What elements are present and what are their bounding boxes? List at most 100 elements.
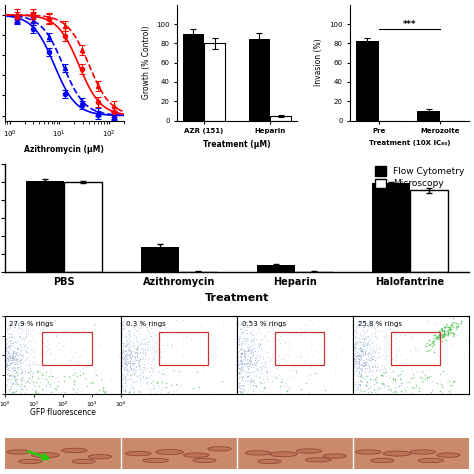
Point	[39, 365, 46, 373]
Point	[127, 375, 134, 383]
Point	[240, 337, 248, 345]
Point	[355, 369, 363, 376]
Point	[8, 383, 15, 390]
Point	[248, 335, 255, 343]
Point	[146, 346, 154, 353]
Point	[398, 359, 406, 366]
Point	[238, 337, 246, 345]
Point	[150, 385, 158, 393]
Point	[354, 352, 361, 359]
Point	[354, 352, 362, 359]
Point	[46, 373, 53, 380]
Point	[17, 370, 25, 377]
Point	[240, 387, 247, 395]
Point	[356, 380, 363, 388]
Point	[133, 377, 140, 385]
Point	[3, 377, 10, 384]
Point	[28, 374, 36, 382]
Point	[6, 386, 13, 393]
Point	[354, 364, 361, 372]
Point	[246, 346, 254, 354]
Point	[390, 388, 397, 396]
Point	[120, 356, 128, 364]
Point	[234, 359, 242, 367]
Point	[128, 383, 136, 390]
Point	[133, 349, 141, 357]
Point	[52, 385, 60, 392]
Point	[15, 349, 23, 356]
Point	[14, 366, 22, 374]
Point	[71, 370, 79, 377]
Point	[353, 319, 361, 326]
Point	[239, 374, 246, 382]
Point	[357, 347, 365, 355]
Point	[8, 349, 15, 357]
Point	[169, 365, 177, 373]
Point	[15, 383, 22, 391]
Point	[125, 347, 133, 355]
Point	[52, 332, 60, 340]
Point	[23, 327, 30, 334]
Point	[277, 327, 285, 335]
Point	[242, 319, 249, 327]
Point	[2, 338, 9, 346]
Point	[5, 347, 12, 355]
Point	[127, 354, 134, 362]
Point	[356, 377, 364, 384]
Point	[349, 334, 357, 342]
Point	[377, 372, 384, 379]
Point	[269, 320, 277, 328]
Point	[19, 385, 27, 393]
Point	[240, 335, 248, 342]
Point	[301, 357, 309, 365]
Point	[133, 352, 141, 360]
Point	[4, 335, 11, 343]
Point	[359, 346, 367, 353]
Point	[21, 341, 29, 349]
Point	[12, 350, 20, 357]
Point	[139, 340, 147, 348]
Point	[237, 367, 245, 375]
Point	[246, 355, 253, 363]
Point	[121, 360, 129, 368]
Point	[121, 352, 129, 359]
Point	[360, 340, 367, 348]
Point	[247, 363, 255, 371]
Point	[10, 372, 18, 380]
Point	[349, 356, 357, 363]
Point	[140, 357, 147, 365]
Point	[419, 366, 427, 374]
Point	[73, 385, 81, 392]
Point	[151, 331, 158, 339]
Point	[240, 352, 247, 360]
Point	[239, 328, 246, 336]
Point	[9, 365, 17, 372]
Point	[351, 353, 358, 361]
Point	[44, 337, 51, 345]
Point	[141, 345, 148, 353]
Point	[235, 379, 242, 386]
Point	[378, 372, 385, 379]
Point	[264, 353, 272, 361]
Point	[440, 327, 448, 335]
Point	[17, 369, 25, 377]
Point	[233, 351, 241, 359]
Point	[239, 383, 247, 390]
Point	[393, 323, 401, 331]
Point	[147, 357, 155, 365]
Point	[131, 360, 138, 368]
Point	[13, 363, 20, 370]
Point	[130, 388, 138, 395]
Point	[16, 359, 24, 367]
Point	[264, 375, 271, 383]
Point	[1, 349, 9, 357]
Point	[118, 371, 126, 379]
Point	[161, 358, 169, 365]
Point	[121, 356, 129, 364]
Point	[15, 319, 22, 327]
Point	[245, 345, 252, 353]
Point	[359, 326, 367, 333]
Point	[137, 349, 144, 356]
Point	[18, 370, 26, 377]
Point	[297, 354, 304, 361]
